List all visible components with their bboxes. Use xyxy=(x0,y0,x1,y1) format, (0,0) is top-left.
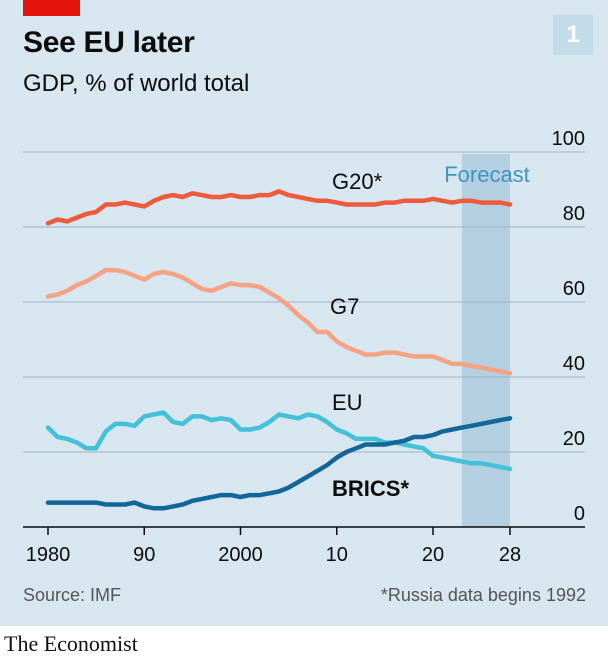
x-tick-label: 28 xyxy=(499,544,521,566)
source-note: Source: IMF xyxy=(23,585,122,605)
y-tick-label: 60 xyxy=(563,278,585,300)
series-line-g20 xyxy=(45,189,513,226)
y-tick-label: 100 xyxy=(552,128,585,150)
series-label-eu: EU xyxy=(332,390,363,415)
footnote: *Russia data begins 1992 xyxy=(380,585,586,605)
forecast-band xyxy=(461,154,510,527)
y-tick-label: 40 xyxy=(563,353,585,375)
chart-title: See EU later xyxy=(23,26,195,59)
series-label-g20: G20* xyxy=(332,169,383,194)
series-label-brics: BRICS* xyxy=(332,476,409,501)
x-tick-label: 2000 xyxy=(218,544,263,566)
chart-number-badge: 1 xyxy=(553,15,593,55)
x-tick-label: 1980 xyxy=(26,544,71,566)
forecast-label: Forecast xyxy=(444,162,530,187)
series-line-eu xyxy=(45,410,513,472)
y-tick-label: 0 xyxy=(574,503,585,525)
brand-logo: The Economist xyxy=(4,631,138,656)
series-line-brics xyxy=(45,416,513,511)
x-tick-label: 20 xyxy=(422,544,444,566)
x-tick-label: 10 xyxy=(326,544,348,566)
y-tick-label: 20 xyxy=(563,428,585,450)
footer-bar xyxy=(0,626,608,662)
chart-subtitle: GDP, % of world total xyxy=(23,70,250,97)
series-line-g7 xyxy=(45,267,513,376)
line-chart: 0 20 40 60 80 100 1980 90 2000 10 20 28 Forecast G20*… xyxy=(23,128,585,566)
series-label-g7: G7 xyxy=(330,294,359,319)
brand-red-tag xyxy=(23,0,80,16)
x-tick-label: 90 xyxy=(133,544,155,566)
y-tick-label: 80 xyxy=(563,203,585,225)
